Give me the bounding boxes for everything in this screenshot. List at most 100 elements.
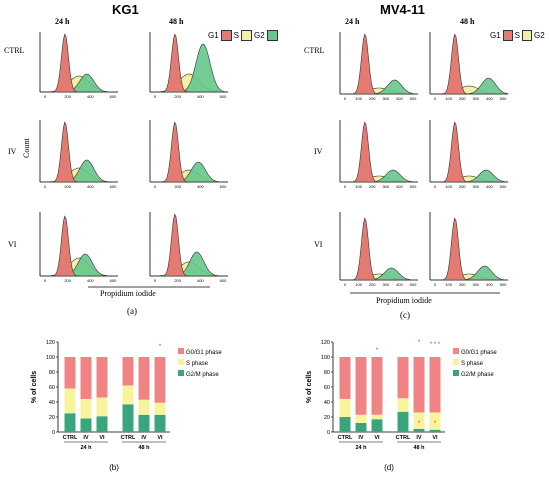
mv4-row-vi: VI	[314, 240, 323, 249]
x-tick-label: 400	[486, 96, 493, 101]
legend-s-swatch	[522, 30, 533, 41]
x-tick-label: VI	[157, 435, 163, 441]
legend-label: S phase	[186, 361, 209, 367]
x-tick-label: VI	[99, 435, 105, 441]
mv4-title: MV4-11	[380, 2, 425, 17]
x-tick-label: 300	[472, 282, 479, 287]
kg1-row-iv: IV	[8, 147, 17, 156]
x-tick-label: 600	[110, 94, 117, 99]
legend-swatch	[178, 370, 184, 376]
mv4-hist-ctrl-24h: 0 100 200 300 400 500	[339, 32, 419, 101]
bar-segment	[138, 399, 150, 415]
y-tick-label: 80	[324, 370, 330, 376]
g1-phase-curve	[150, 213, 228, 277]
legend-swatch	[453, 348, 459, 354]
kg1-hist-vi-24h: 0 200 400 600	[39, 212, 118, 283]
g1-phase-curve	[340, 33, 418, 95]
y-tick-label: 40	[49, 400, 55, 406]
x-tick-label: IV	[141, 435, 147, 441]
x-tick-label: 400	[197, 278, 204, 283]
bar-segment	[397, 411, 409, 432]
legend-label: G0/G1 phase	[461, 350, 497, 356]
legend-swatch	[453, 370, 459, 376]
cell-cycle-histograms: 0 200 400 600 0 200 400 600 0 200 400 600 0 200 400 600…	[39, 32, 509, 294]
y-tick-label: 60	[49, 385, 55, 391]
g1-phase-curve	[40, 215, 118, 277]
x-tick-label: IV	[416, 435, 422, 441]
y-tick-label: 100	[321, 355, 330, 361]
x-tick-label: 100	[445, 184, 452, 189]
x-tick-label: 500	[500, 184, 507, 189]
y-tick-label: 60	[324, 385, 330, 391]
x-tick-label: 400	[486, 282, 493, 287]
bar-chart-kg1: % of cells 0 20 40 60 80 100 120 CTRL IV VI CTRL IV V…	[31, 340, 222, 472]
g1-phase-curve	[150, 33, 228, 93]
x-tick-label: IV	[83, 435, 89, 441]
significance-mark: *	[159, 344, 162, 350]
x-tick-label: 200	[369, 184, 376, 189]
g1-phase-curve	[340, 121, 418, 183]
legend-g1-swatch	[502, 30, 513, 41]
x-tick-label: CTRL	[121, 435, 136, 441]
x-tick-label: 0	[154, 184, 157, 189]
x-tick-label: 400	[87, 184, 94, 189]
y-tick-label: 120	[321, 340, 330, 346]
bar-segment	[397, 398, 409, 412]
bar-segment	[96, 397, 108, 417]
x-tick-label: 200	[174, 184, 181, 189]
g1-phase-curve	[40, 33, 118, 93]
bar-segment	[154, 357, 166, 403]
mv4-time-48h: 48 h	[460, 17, 475, 26]
bar-segment	[429, 357, 441, 413]
x-tick-label: 100	[445, 96, 452, 101]
bar-segment	[122, 385, 134, 405]
x-tick-label: 100	[355, 282, 362, 287]
x-tick-label: 200	[369, 282, 376, 287]
bar-chart-mv4: % of cells 0 20 40 60 80 100 120 CTRL IV VI CTRL IV V…	[306, 340, 497, 472]
legend-s-label: S	[233, 31, 240, 40]
x-tick-label: 400	[197, 94, 204, 99]
bar-segment	[339, 357, 351, 399]
group-label: 48 h	[138, 445, 150, 451]
x-tick-label: 300	[382, 282, 389, 287]
x-tick-label: 200	[64, 278, 71, 283]
x-tick-label: CTRL	[63, 435, 78, 441]
y-tick-label: 20	[324, 415, 330, 421]
legend-s-label: S	[514, 31, 521, 40]
mv4-hist-iv-48h: 0 100 200 300 400 500	[429, 120, 509, 189]
chart-caption: (d)	[384, 463, 394, 472]
x-tick-label: CTRL	[396, 435, 411, 441]
bar-segment	[355, 414, 367, 423]
mv4-hist-vi-24h: 0 100 200 300 400 500	[339, 212, 418, 287]
x-tick-label: VI	[432, 435, 438, 441]
legend-g2-label: G2	[254, 31, 265, 40]
x-tick-label: 0	[434, 282, 437, 287]
x-tick-label: 400	[486, 184, 493, 189]
x-tick-label: 0	[44, 278, 47, 283]
kg1-title: KG1	[112, 2, 139, 17]
mv4-time-24h: 24 h	[345, 17, 360, 26]
bar-segment	[355, 423, 367, 432]
bar-segment	[397, 357, 409, 399]
kg1-hist-ctrl-24h: 0 200 400 600	[39, 32, 118, 99]
x-tick-label: 200	[174, 94, 181, 99]
bar-segment	[80, 399, 92, 419]
kg1-row-ctrl: CTRL	[4, 46, 25, 55]
bar-segment	[64, 357, 76, 389]
x-tick-label: 500	[410, 184, 417, 189]
legend-label: S phase	[461, 361, 484, 367]
x-tick-label: 500	[500, 96, 507, 101]
kg1-hist-vi-48h: 0 200 400 600	[149, 212, 228, 283]
x-tick-label: 400	[197, 184, 204, 189]
mv4-row-iv: IV	[314, 147, 323, 156]
significance-mark: * * *	[430, 342, 441, 348]
group-label: 24 h	[80, 445, 92, 451]
bar-segment	[122, 357, 134, 386]
legend-g1-label: G1	[208, 31, 219, 40]
x-tick-label: 300	[382, 184, 389, 189]
mv4-caption: (c)	[400, 310, 410, 320]
g2-phase-curve	[40, 253, 118, 277]
x-tick-label: 500	[410, 282, 417, 287]
bar-segment	[64, 388, 76, 414]
y-tick-label: 40	[324, 400, 330, 406]
